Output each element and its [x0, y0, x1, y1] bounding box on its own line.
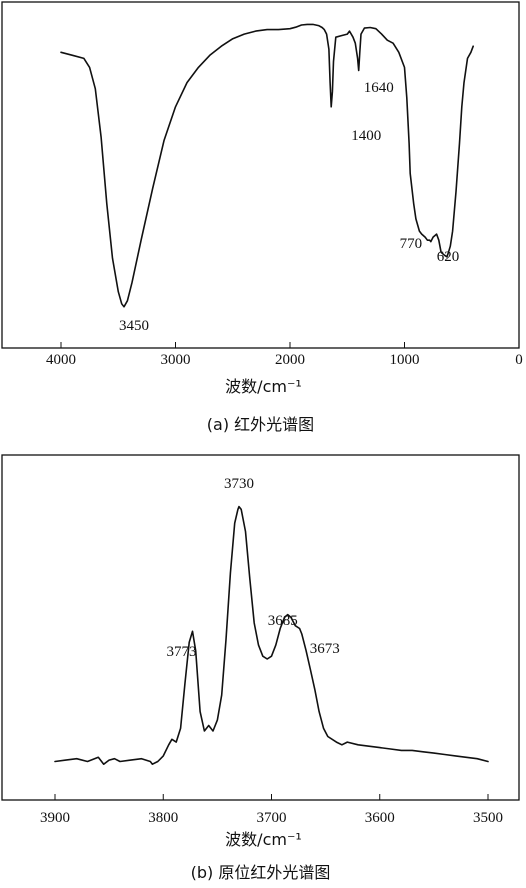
- peak-label: 3673: [310, 641, 340, 657]
- figure-caption: (b) 原位红外光谱图: [191, 863, 331, 882]
- x-tick-label: 3800: [148, 810, 178, 826]
- peak-label: 3730: [224, 476, 254, 492]
- chart-b-in-situ-infrared-spectrum: 3900 3800 3700 3600 3500 波数/cm⁻¹ (b) 原位红外光谱图 37…: [1, 454, 520, 882]
- plot-frame: [1, 454, 520, 801]
- spectrum-line: [54, 505, 489, 765]
- spectrum-line: [60, 23, 474, 308]
- x-tick-label: 3700: [257, 810, 287, 826]
- peak-label: 1400: [351, 128, 381, 144]
- figure-caption: (a) 红外光谱图: [207, 415, 314, 434]
- peak-label: 3450: [119, 318, 149, 334]
- x-tick-label: 4000: [46, 352, 76, 368]
- peak-label: 1640: [364, 80, 394, 96]
- x-tick-label: 1000: [390, 352, 420, 368]
- x-tick-label: 2000: [275, 352, 305, 368]
- x-tick-label: 3600: [365, 810, 395, 826]
- x-axis-label: 波数/cm⁻¹: [225, 830, 302, 849]
- x-tick-label: 3900: [40, 810, 70, 826]
- x-tick-label: 3000: [161, 352, 191, 368]
- x-axis-label: 波数/cm⁻¹: [225, 377, 302, 396]
- plot-frame: [1, 1, 520, 349]
- peak-label: 770: [400, 236, 423, 252]
- peak-label: 3773: [166, 644, 196, 660]
- x-tick-label: 3500: [473, 810, 503, 826]
- x-tick-label: 0: [515, 352, 523, 368]
- chart-a-infrared-spectrum: 4000 3000 2000 1000 0 波数/cm⁻¹ (a) 红外光谱图 3450 140…: [1, 1, 523, 434]
- peak-label: 620: [437, 249, 460, 265]
- peak-label: 3685: [268, 613, 298, 629]
